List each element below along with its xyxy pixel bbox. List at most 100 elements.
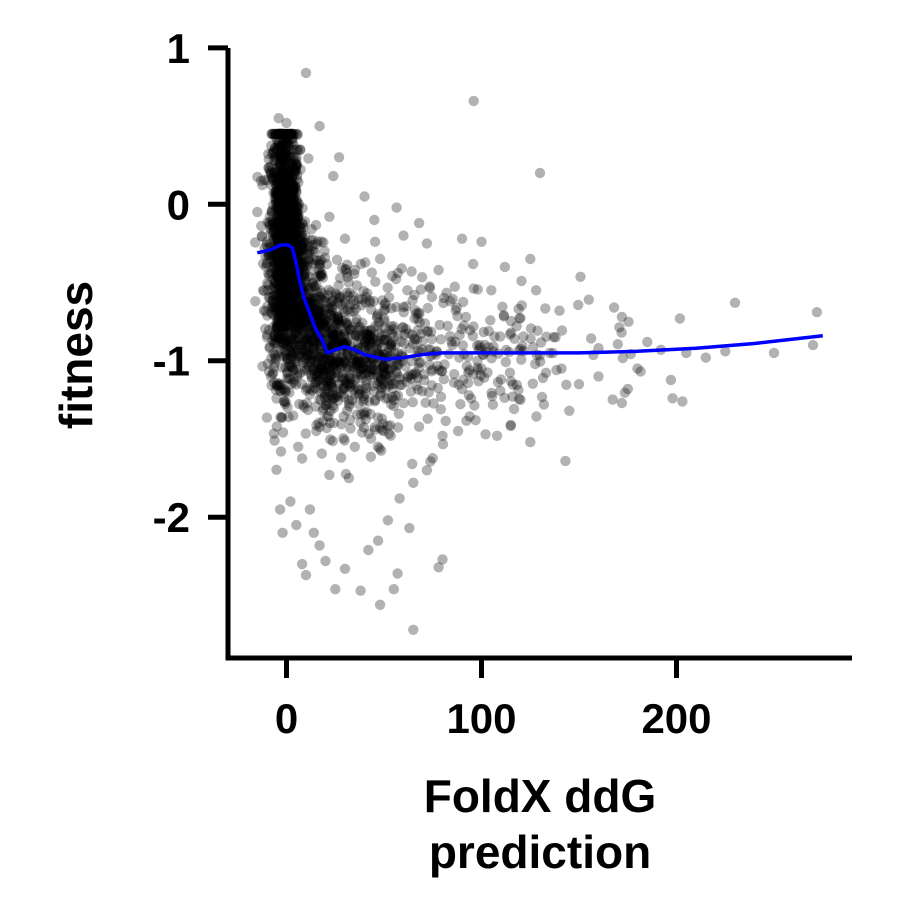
data-point (632, 363, 643, 374)
data-point (284, 387, 295, 398)
data-point (294, 307, 306, 318)
data-point (275, 159, 286, 170)
data-point (325, 390, 337, 401)
data-point (363, 355, 375, 366)
data-point (364, 325, 375, 336)
data-point (379, 316, 390, 327)
data-point (293, 211, 304, 223)
data-point (335, 292, 346, 303)
data-point (360, 297, 371, 308)
data-point (257, 361, 268, 372)
data-point (279, 232, 290, 243)
data-point (276, 331, 287, 342)
data-point (273, 228, 284, 239)
data-point (437, 430, 448, 441)
data-point (272, 348, 284, 359)
data-point (356, 330, 368, 341)
data-point (278, 200, 289, 211)
data-point (358, 390, 369, 402)
data-point (281, 194, 292, 205)
data-point (328, 329, 339, 341)
data-point (340, 325, 351, 336)
data-point (318, 294, 329, 306)
data-point (273, 179, 285, 191)
data-point (276, 158, 287, 169)
data-point (263, 291, 274, 303)
data-point (282, 293, 293, 305)
data-point (274, 230, 285, 242)
data-point (285, 216, 296, 227)
data-point (516, 354, 527, 365)
data-point (354, 363, 365, 375)
data-point (394, 379, 406, 391)
data-point (295, 235, 306, 246)
data-point (275, 167, 286, 178)
data-point (428, 398, 439, 409)
data-point (284, 202, 295, 214)
data-point (287, 288, 298, 299)
data-point (288, 279, 299, 291)
data-point (273, 171, 285, 182)
data-point (277, 198, 289, 209)
data-point (301, 398, 312, 409)
data-point (276, 301, 287, 313)
data-point (416, 272, 428, 283)
data-point (342, 290, 354, 302)
data-point (283, 137, 294, 148)
data-point (328, 330, 340, 341)
data-point (268, 226, 280, 237)
data-point (349, 374, 361, 385)
data-point (280, 198, 291, 210)
data-point (374, 376, 385, 387)
data-point (283, 295, 295, 307)
data-point (278, 321, 289, 332)
data-point (276, 198, 287, 209)
data-point (282, 256, 294, 268)
data-point (411, 308, 422, 319)
data-point (556, 363, 567, 374)
data-point (330, 358, 341, 369)
data-point (281, 273, 293, 285)
data-point (272, 253, 283, 264)
data-point (284, 207, 295, 218)
data-point (293, 177, 304, 188)
data-point (279, 303, 290, 314)
data-point (353, 356, 364, 367)
data-point (281, 278, 293, 289)
data-point (406, 355, 418, 367)
data-point (271, 421, 282, 432)
data-point (278, 324, 289, 335)
data-point (294, 340, 305, 351)
data-point (449, 281, 460, 292)
data-point (273, 190, 284, 201)
data-point (295, 244, 307, 255)
data-point (278, 273, 289, 284)
data-point (314, 421, 325, 433)
data-point (280, 139, 291, 150)
data-point (323, 360, 334, 371)
data-point (278, 199, 290, 210)
data-point (266, 353, 277, 364)
data-point (271, 233, 283, 245)
data-point (320, 389, 331, 400)
data-point (385, 375, 397, 387)
data-point (272, 313, 283, 324)
data-point (266, 268, 277, 279)
data-point (476, 363, 487, 374)
data-point (330, 336, 341, 347)
data-point (288, 193, 299, 205)
data-point (279, 172, 290, 183)
data-point (329, 373, 341, 384)
data-point (275, 191, 287, 202)
data-point (279, 225, 291, 236)
data-point (297, 310, 308, 321)
data-point (282, 195, 293, 206)
data-point (322, 328, 333, 340)
data-point (379, 322, 391, 333)
data-point (300, 318, 312, 330)
data-point (329, 336, 341, 348)
data-point (313, 355, 324, 366)
data-point (338, 356, 350, 367)
data-point (271, 269, 282, 280)
data-point (289, 200, 300, 211)
